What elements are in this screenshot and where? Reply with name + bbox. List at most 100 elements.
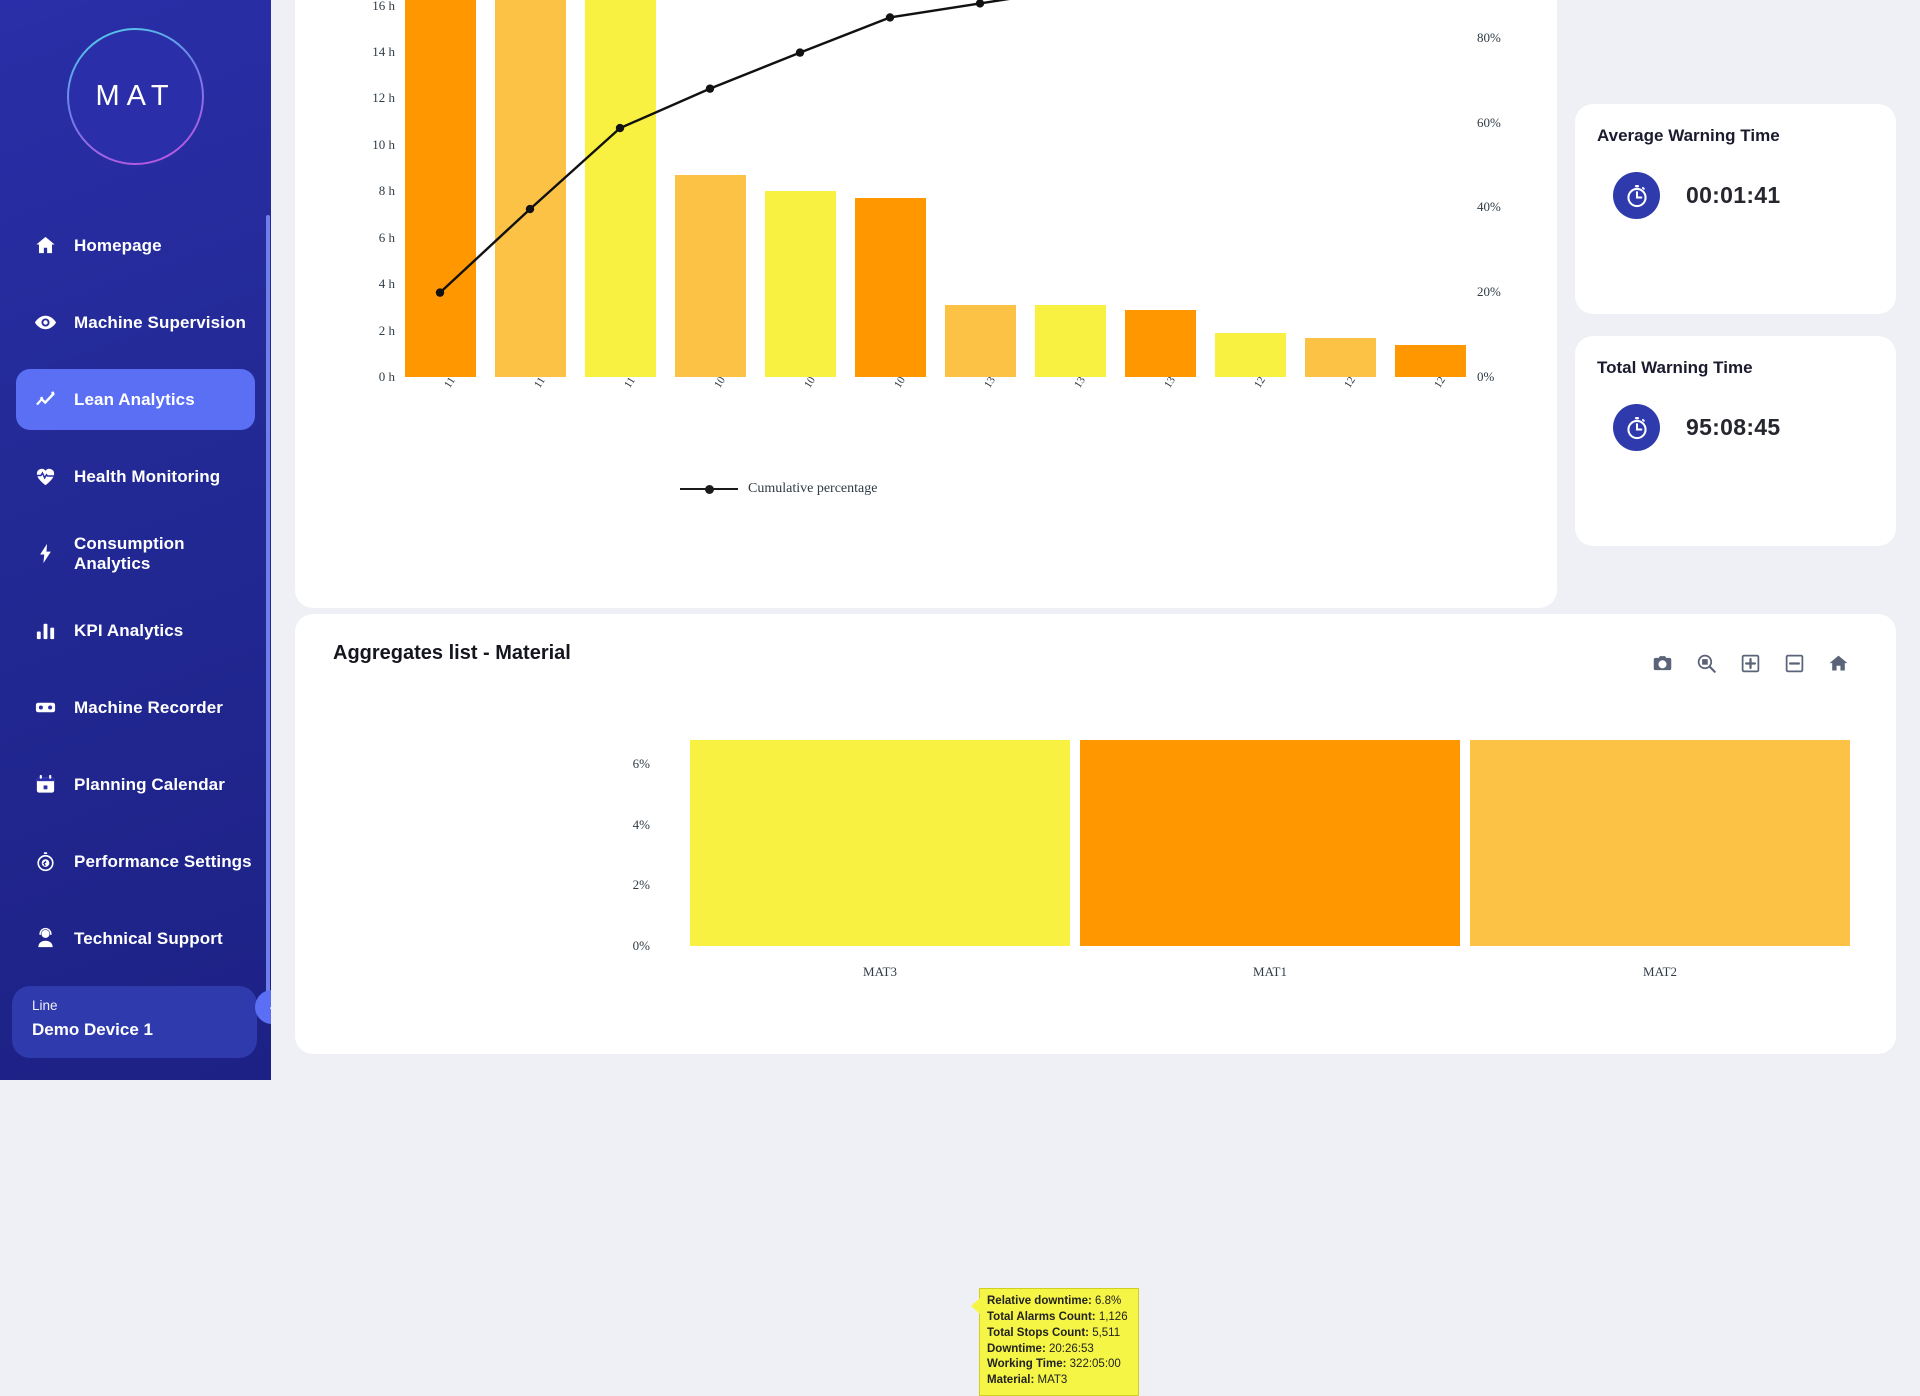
aggregates-title: Aggregates list - Material [333, 642, 571, 664]
sidebar-item-lean-analytics[interactable]: Lean Analytics [16, 369, 255, 430]
main-content: 0 h2 h4 h6 h8 h10 h12 h14 h16 h18 h 0%20… [271, 0, 1920, 1396]
tooltip-value: 5,511 [1089, 1326, 1121, 1339]
pareto-chart-plot[interactable]: 0 h2 h4 h6 h8 h10 h12 h14 h16 h18 h 0%20… [295, 0, 1557, 608]
pareto-y-tick-left: 4 h [378, 276, 395, 292]
sidebar-item-kpi-analytics[interactable]: KPI Analytics [16, 600, 255, 661]
kpi-value-row: 95:08:45 [1597, 404, 1874, 451]
zoom-box-icon[interactable] [1694, 652, 1718, 674]
sidebar-item-machine-supervision[interactable]: Machine Supervision [16, 292, 255, 353]
pareto-x-tick: 12 [1342, 374, 1359, 391]
pareto-y-tick-left: 0 h [378, 369, 395, 384]
stopwatch-icon [1613, 404, 1660, 451]
cumulative-percentage-line [435, 0, 1010, 297]
sidebar-item-label: Machine Supervision [74, 312, 246, 332]
home-icon [34, 234, 74, 257]
sidebar-item-label: Consumption Analytics [74, 534, 185, 573]
pareto-y-tick-left: 10 h [372, 136, 395, 152]
logo-text: MAT [95, 80, 176, 112]
pareto-x-tick: 12 [1432, 374, 1449, 391]
stopwatch-gear-icon [34, 850, 74, 873]
pareto-y-tick-right: 20% [1477, 284, 1501, 300]
tooltip-row: Working Time: 322:05:00 [987, 1357, 1131, 1373]
device-line-label: Line [32, 998, 58, 1013]
pareto-x-tick: 10 [892, 374, 909, 391]
pareto-y-axis-right: 0%20%40%60%80%100% [1477, 0, 1547, 608]
tooltip-value: 1,126 [1095, 1310, 1128, 1323]
aggregates-plot[interactable]: 0% 2% 4% 6% MAT3 MAT1 MAT2 [295, 676, 1896, 1006]
kpi-value: 00:01:41 [1686, 182, 1781, 208]
aggregates-y-tick: 4% [632, 816, 650, 832]
pareto-x-tick: 13 [1072, 374, 1089, 391]
pareto-x-tick: 10 [712, 374, 729, 391]
tooltip-row: Material: MAT3 [987, 1373, 1131, 1389]
bar-chart-icon [34, 619, 74, 642]
sidebar-item-consumption-analytics[interactable]: Consumption Analytics [16, 523, 255, 584]
pareto-bar[interactable] [854, 198, 926, 377]
sidebar-item-label: Technical Support [74, 928, 223, 948]
tooltip-key: Downtime: [987, 1342, 1046, 1355]
tooltip-row: Total Alarms Count: 1,126 [987, 1310, 1131, 1326]
pareto-y-tick-right: 80% [1477, 29, 1501, 45]
sidebar-item-performance-settings[interactable]: Performance Settings [16, 831, 255, 892]
aggregates-y-tick: 2% [632, 877, 650, 893]
aggregates-x-label: MAT1 [1253, 964, 1287, 979]
home-reset-icon[interactable] [1826, 652, 1850, 674]
pareto-x-tick: 13 [1162, 374, 1179, 391]
sidebar-item-label: Lean Analytics [74, 389, 195, 409]
download-camera-icon[interactable] [1650, 652, 1674, 674]
pareto-x-tick: 11 [442, 375, 458, 391]
aggregates-bar[interactable] [1470, 740, 1850, 946]
sidebar-item-machine-recorder[interactable]: Machine Recorder [16, 677, 255, 738]
tooltip-key: Relative downtime: [987, 1295, 1092, 1307]
pareto-y-tick-left: 14 h [372, 44, 395, 60]
sidebar-scrollbar[interactable] [266, 215, 270, 1005]
pareto-x-tick: 10 [802, 374, 819, 391]
pareto-bar[interactable] [1394, 344, 1466, 377]
sidebar-collapse-button[interactable]: ‹ [255, 990, 271, 1024]
chevron-left-icon: ‹ [270, 999, 272, 1016]
app-logo: MAT [0, 28, 271, 165]
tooltip-row: Downtime: 20:26:53 [987, 1342, 1131, 1358]
pareto-bar[interactable] [944, 305, 1016, 377]
chart-tooltip: Relative downtime: 6.8% Total Alarms Coun… [971, 1288, 1139, 1396]
sidebar-item-planning-calendar[interactable]: Planning Calendar [16, 754, 255, 815]
sidebar-item-label: KPI Analytics [74, 620, 184, 640]
pareto-x-tick: 13 [982, 374, 999, 391]
pareto-legend[interactable]: Cumulative percentage [680, 481, 877, 497]
tooltip-row: Relative downtime: 6.8% [987, 1294, 1131, 1310]
sidebar-item-homepage[interactable]: Homepage [16, 215, 255, 276]
sidebar-item-label: Performance Settings [74, 851, 252, 871]
aggregates-bar[interactable] [1080, 740, 1460, 946]
pareto-bar[interactable] [1214, 332, 1286, 377]
pareto-bar[interactable] [404, 0, 476, 377]
eye-icon [34, 311, 74, 334]
pareto-y-tick-right: 40% [1477, 199, 1501, 215]
sidebar-item-technical-support[interactable]: Technical Support [16, 908, 255, 969]
logo-circle: MAT [67, 28, 204, 165]
aggregates-bar[interactable] [690, 740, 1070, 946]
stopwatch-icon [1613, 172, 1660, 219]
pareto-bar[interactable] [1304, 337, 1376, 377]
pareto-bar[interactable] [1124, 309, 1196, 377]
kpi-value: 95:08:45 [1686, 414, 1781, 440]
zoom-in-icon[interactable] [1738, 652, 1762, 674]
pareto-y-tick-left: 2 h [378, 322, 395, 338]
sidebar-item-label: Planning Calendar [74, 774, 225, 794]
pareto-y-tick-right: 0% [1477, 369, 1495, 384]
pareto-bar[interactable] [1034, 305, 1106, 377]
tooltip-key: Working Time: [987, 1358, 1067, 1371]
pareto-bar[interactable] [584, 0, 656, 377]
tooltip-key: Total Alarms Count: [987, 1310, 1096, 1323]
sidebar-item-health-monitoring[interactable]: Health Monitoring [16, 446, 255, 507]
tooltip-value: MAT3 [1034, 1374, 1068, 1387]
device-selector[interactable]: Line Demo Device 1 [12, 986, 257, 1058]
recorder-icon [34, 696, 74, 719]
kpi-value-row: 00:01:41 [1597, 172, 1874, 219]
tooltip-key: Material: [987, 1374, 1035, 1387]
pareto-bar[interactable] [764, 191, 836, 377]
heart-pulse-icon [34, 465, 74, 488]
calendar-icon [34, 773, 74, 796]
zoom-out-icon[interactable] [1782, 652, 1806, 674]
tooltip-key: Total Stops Count: [987, 1326, 1089, 1339]
pareto-bar[interactable] [674, 175, 746, 377]
